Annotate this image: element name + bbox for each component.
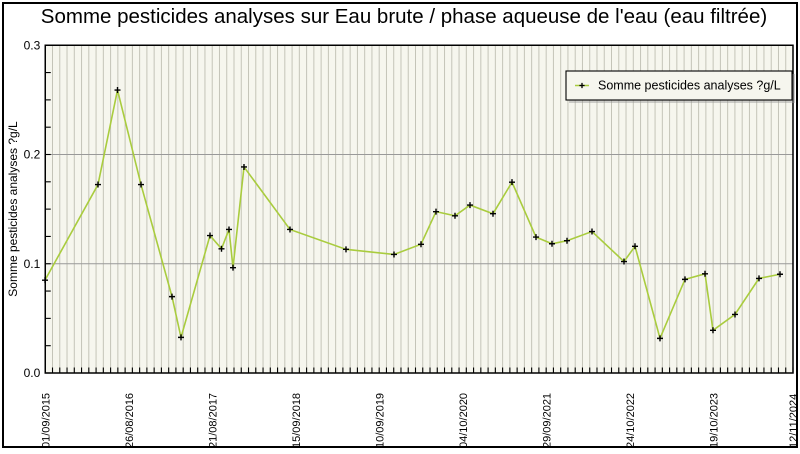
svg-text:26/08/2016: 26/08/2016	[124, 393, 136, 448]
svg-text:0.0: 0.0	[24, 366, 41, 380]
svg-text:12/11/2024: 12/11/2024	[788, 394, 800, 448]
svg-text:04/10/2020: 04/10/2020	[458, 393, 470, 448]
svg-text:21/08/2017: 21/08/2017	[207, 393, 219, 448]
svg-text:10/09/2019: 10/09/2019	[375, 393, 387, 448]
svg-text:29/09/2021: 29/09/2021	[542, 393, 554, 448]
svg-text:0.2: 0.2	[24, 148, 41, 162]
svg-text:Somme pesticides analyses ?g/L: Somme pesticides analyses ?g/L	[598, 79, 781, 93]
svg-text:01/09/2015: 01/09/2015	[40, 393, 52, 448]
svg-text:24/10/2022: 24/10/2022	[625, 393, 637, 448]
svg-text:0.3: 0.3	[24, 38, 41, 52]
svg-text:0.1: 0.1	[24, 257, 41, 271]
svg-text:15/09/2018: 15/09/2018	[291, 393, 303, 448]
svg-text:19/10/2023: 19/10/2023	[709, 393, 721, 448]
